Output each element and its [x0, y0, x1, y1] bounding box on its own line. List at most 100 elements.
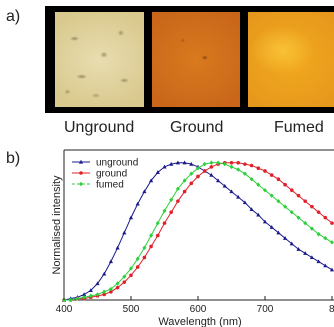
data-point — [222, 183, 227, 188]
fumed-sample-photo — [248, 12, 334, 107]
data-point — [289, 241, 294, 246]
data-point — [122, 230, 127, 235]
data-point — [256, 182, 261, 187]
data-point — [156, 233, 160, 238]
data-point — [169, 161, 174, 166]
plot-area — [63, 149, 334, 301]
data-point — [102, 289, 107, 294]
data-point — [229, 164, 234, 170]
series-fumed — [62, 160, 334, 303]
data-point — [283, 204, 288, 209]
data-point — [128, 215, 134, 220]
data-point — [82, 295, 87, 300]
data-point — [202, 169, 207, 173]
data-point — [209, 160, 214, 165]
data-point — [88, 293, 93, 299]
data-point — [175, 186, 180, 192]
data-point — [330, 221, 334, 225]
data-point — [249, 207, 254, 212]
data-point — [189, 161, 194, 166]
data-point — [95, 281, 100, 286]
data-point — [142, 245, 147, 251]
data-point — [109, 289, 113, 294]
data-point — [189, 181, 194, 186]
data-point — [256, 166, 261, 171]
data-point — [95, 292, 100, 297]
data-point — [115, 281, 120, 286]
data-point — [229, 160, 234, 165]
sample-label-unground: Unground — [64, 119, 135, 136]
data-point — [122, 274, 127, 279]
x-tick-label: 700 — [257, 304, 274, 315]
x-tick-label: 600 — [190, 304, 207, 315]
data-point — [135, 265, 140, 269]
data-point — [182, 160, 187, 165]
data-point — [155, 220, 160, 226]
data-point — [242, 200, 247, 205]
ground-sample-photo — [152, 12, 240, 107]
data-point — [249, 177, 254, 182]
legend-item-fumed: fumed — [72, 180, 124, 191]
data-point — [102, 292, 106, 297]
y-axis-title: Normalised intensity — [51, 175, 63, 275]
data-point — [330, 240, 334, 245]
data-point — [256, 212, 261, 217]
data-point — [323, 263, 328, 268]
data-point — [303, 251, 308, 255]
data-point — [276, 177, 281, 182]
data-point — [269, 173, 274, 177]
data-point — [263, 187, 267, 193]
data-point — [296, 193, 301, 198]
x-tick-label: 500 — [123, 304, 140, 315]
data-point — [189, 171, 194, 176]
data-point — [149, 233, 154, 238]
data-point — [196, 166, 200, 171]
data-point — [169, 197, 174, 203]
data-point — [276, 230, 281, 235]
data-point — [68, 297, 73, 303]
data-point — [289, 209, 294, 215]
legend-item-unground: unground — [72, 158, 138, 169]
data-point — [222, 161, 227, 167]
data-point — [182, 189, 187, 194]
data-point — [149, 178, 154, 183]
x-tick-label: 400 — [56, 304, 73, 315]
data-point — [242, 171, 247, 176]
data-point — [329, 267, 334, 272]
data-point — [122, 280, 127, 284]
data-point — [323, 236, 328, 241]
data-point — [283, 182, 287, 187]
legend-label: ground — [96, 169, 127, 180]
panel-label-b: b) — [6, 150, 21, 167]
series-layer — [61, 160, 334, 303]
data-point — [216, 178, 221, 183]
sample-label-ground: Ground — [170, 119, 224, 136]
data-point — [309, 226, 314, 231]
series-ground — [62, 160, 334, 302]
data-point — [309, 255, 314, 260]
data-point — [243, 162, 247, 166]
data-point — [296, 247, 301, 251]
data-point — [75, 296, 80, 301]
data-point — [108, 259, 113, 264]
data-point — [102, 271, 107, 276]
data-point — [249, 163, 254, 168]
data-point — [162, 221, 167, 225]
data-point — [216, 160, 221, 165]
data-point — [323, 215, 328, 220]
sample-label-fumed: Fumed — [274, 119, 324, 136]
data-point — [316, 231, 321, 237]
data-point — [269, 225, 274, 229]
data-point — [209, 165, 214, 169]
data-point — [162, 164, 167, 169]
data-point — [236, 160, 240, 165]
data-point — [316, 259, 321, 264]
data-point — [236, 194, 241, 199]
data-point — [79, 181, 83, 187]
data-point — [135, 256, 140, 262]
data-point — [262, 219, 268, 224]
data-point — [79, 171, 83, 175]
data-point — [196, 174, 200, 179]
data-point — [236, 167, 241, 172]
data-point — [182, 178, 187, 183]
